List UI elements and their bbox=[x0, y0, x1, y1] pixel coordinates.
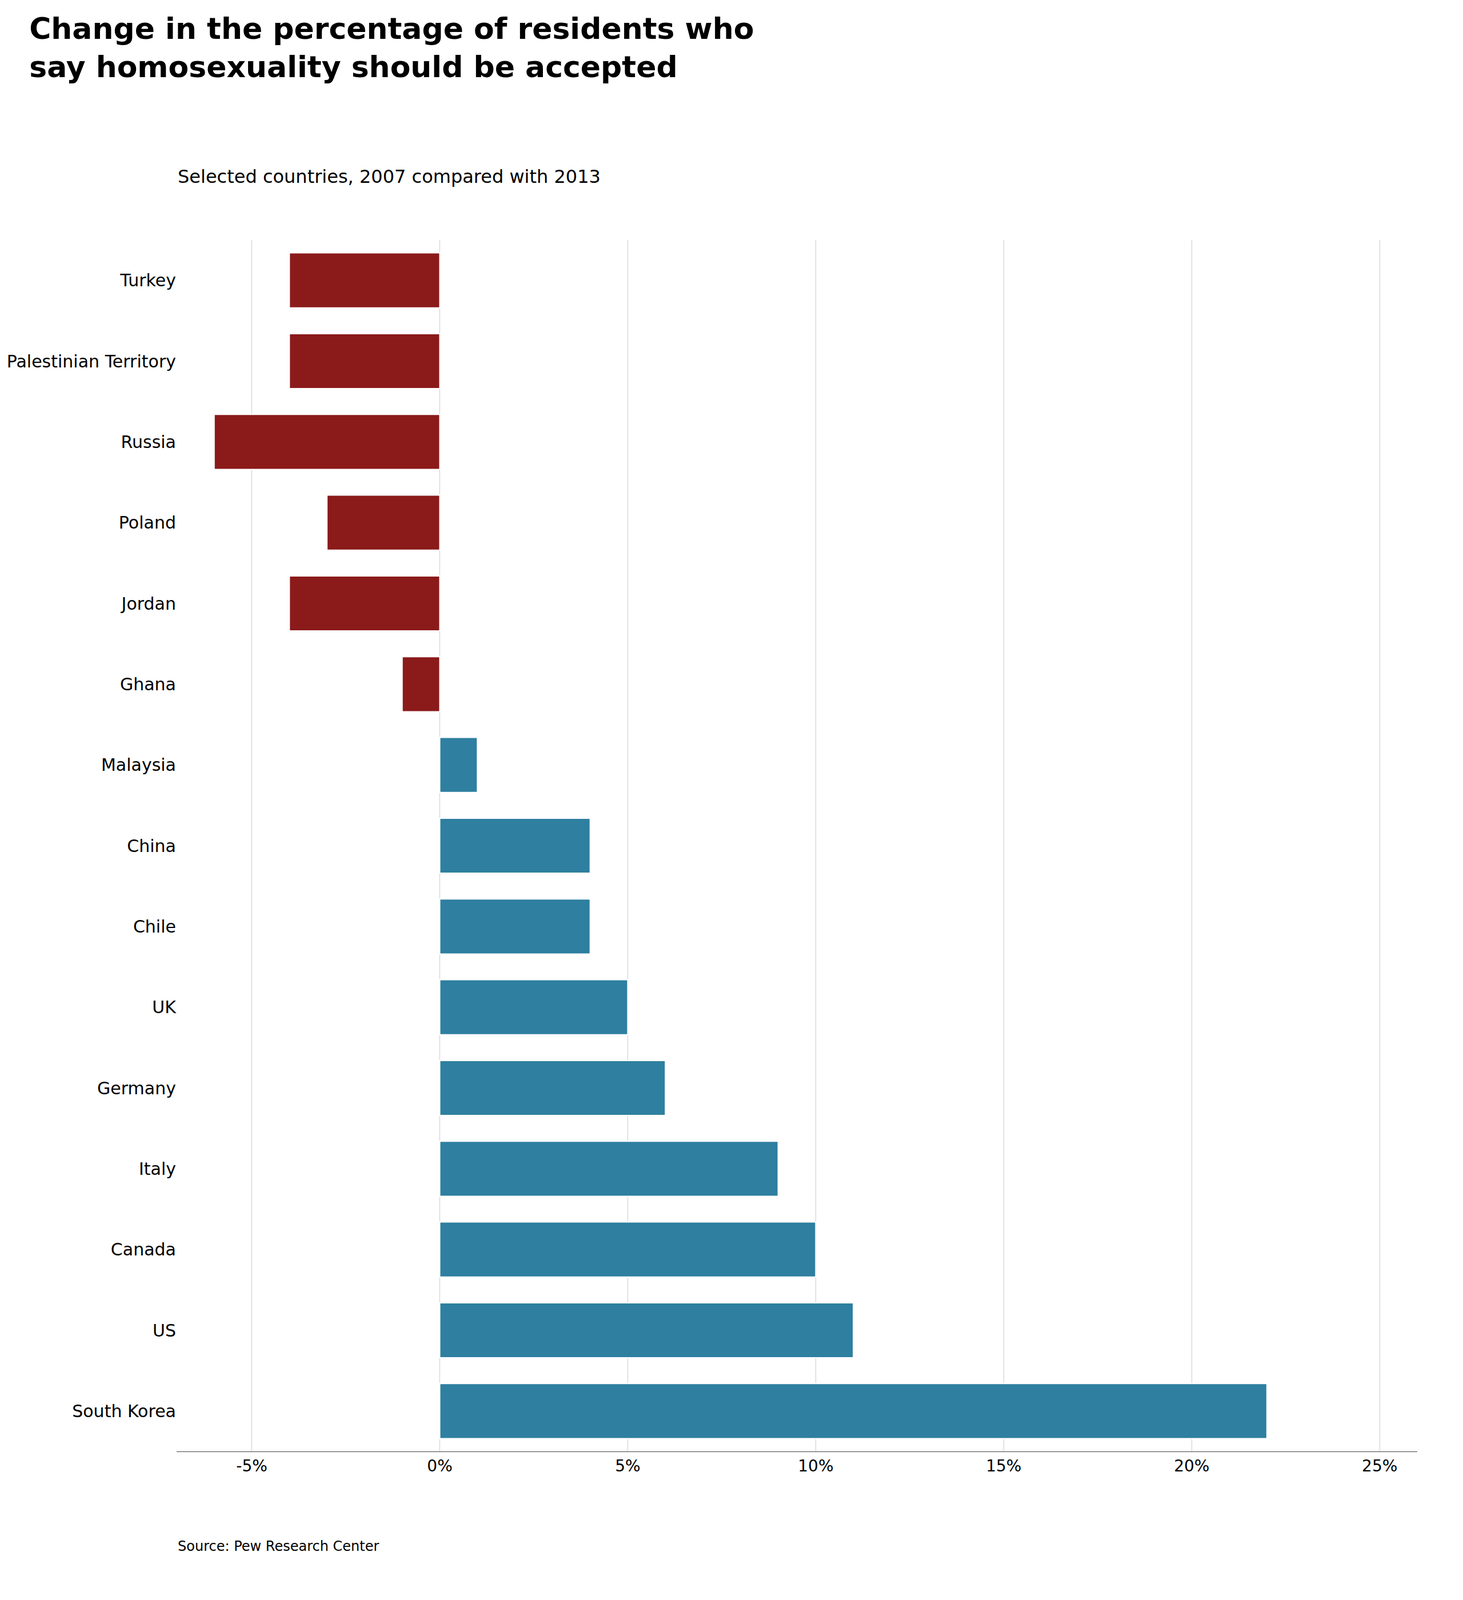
svg-text:Canada: Canada bbox=[110, 1239, 177, 1260]
svg-text:Jordan: Jordan bbox=[120, 593, 177, 614]
svg-text:Turkey: Turkey bbox=[119, 270, 177, 291]
svg-text:25%: 25% bbox=[1361, 1456, 1398, 1476]
svg-text:Ghana: Ghana bbox=[120, 674, 177, 695]
svg-text:-5%: -5% bbox=[236, 1456, 268, 1476]
svg-text:US: US bbox=[152, 1320, 177, 1341]
svg-text:Russia: Russia bbox=[121, 432, 177, 453]
svg-text:Germany: Germany bbox=[97, 1078, 177, 1099]
svg-text:15%: 15% bbox=[985, 1456, 1022, 1476]
svg-text:UK: UK bbox=[152, 997, 177, 1018]
svg-text:Italy: Italy bbox=[138, 1158, 177, 1179]
svg-text:Source: Pew Research Center: Source: Pew Research Center bbox=[177, 1538, 379, 1555]
svg-text:Change in the percentage of re: Change in the percentage of residents wh… bbox=[29, 11, 754, 85]
svg-text:0%: 0% bbox=[426, 1456, 453, 1476]
svg-text:Chile: Chile bbox=[133, 916, 177, 937]
svg-text:South Korea: South Korea bbox=[72, 1401, 177, 1422]
svg-text:Poland: Poland bbox=[118, 512, 177, 533]
svg-text:Selected countries, 2007 compa: Selected countries, 2007 compared with 2… bbox=[177, 165, 601, 188]
svg-text:20%: 20% bbox=[1173, 1456, 1210, 1476]
svg-text:Malaysia: Malaysia bbox=[101, 754, 177, 775]
svg-text:China: China bbox=[126, 836, 177, 857]
svg-text:Palestinian Territory: Palestinian Territory bbox=[6, 351, 177, 372]
svg-text:5%: 5% bbox=[614, 1456, 641, 1476]
svg-text:10%: 10% bbox=[797, 1456, 834, 1476]
